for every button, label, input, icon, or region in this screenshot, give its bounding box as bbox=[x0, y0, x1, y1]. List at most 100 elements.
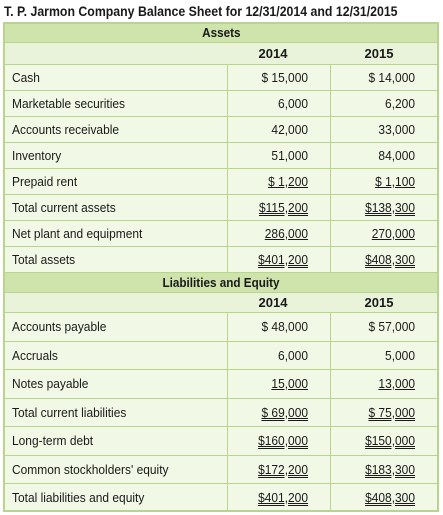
value-2014: 6,000 bbox=[234, 342, 308, 371]
table-row: Accounts payable $ 48,000 $ 57,000 bbox=[5, 312, 437, 342]
liabilities-year-2015: 2015 bbox=[364, 295, 394, 310]
table-row: Accounts receivable 42,000 33,000 bbox=[5, 116, 437, 143]
row-label: Inventory bbox=[12, 143, 61, 169]
value-2014-text: $ 69,000 bbox=[261, 404, 308, 420]
value-2014-text: $172,200 bbox=[258, 461, 308, 477]
row-label-text: Total assets bbox=[12, 252, 76, 267]
assets-year-2015: 2015 bbox=[364, 46, 394, 61]
assets-year-2014: 2014 bbox=[258, 46, 288, 61]
table-row: Cash $ 15,000 $ 14,000 bbox=[5, 64, 437, 91]
assets-header: Assets bbox=[5, 24, 437, 42]
row-label-text: Marketable securities bbox=[12, 96, 126, 111]
row-label-text: Cash bbox=[12, 70, 40, 85]
value-2014-text: 51,000 bbox=[271, 148, 308, 163]
value-2015: 33,000 bbox=[338, 117, 415, 143]
value-2014: $172,200 bbox=[234, 456, 308, 485]
value-2015: $ 1,100 bbox=[338, 169, 415, 195]
value-2014: 286,000 bbox=[234, 221, 308, 247]
table-row: Total liabilities and equity $401,200 $408… bbox=[5, 483, 437, 513]
value-2015-text: 6,200 bbox=[385, 96, 415, 111]
value-2015: 270,000 bbox=[338, 221, 415, 247]
table-row: Prepaid rent $ 1,200 $ 1,100 bbox=[5, 168, 437, 195]
liabilities-year-row: 2014 2015 bbox=[5, 292, 437, 313]
value-2014: $ 69,000 bbox=[234, 399, 308, 428]
row-label: Accounts payable bbox=[12, 313, 106, 342]
value-2014-text: 6,000 bbox=[278, 347, 308, 363]
value-2015-text: 84,000 bbox=[378, 148, 415, 163]
table-row: Common stockholders' equity $172,200 $183,… bbox=[5, 454, 437, 485]
table-row: Total current liabilities $ 69,000 $ 75,00… bbox=[5, 397, 437, 428]
table-row: Notes payable 15,000 13,000 bbox=[5, 369, 437, 399]
row-label-text: Total liabilities and equity bbox=[12, 490, 145, 505]
value-2015: $ 14,000 bbox=[338, 65, 415, 91]
value-2014: 15,000 bbox=[234, 370, 308, 399]
value-2015-text: $150,000 bbox=[365, 433, 415, 448]
value-2014: $ 1,200 bbox=[234, 169, 308, 195]
value-2014-text: 286,000 bbox=[264, 226, 308, 241]
value-2014-text: 42,000 bbox=[271, 122, 308, 137]
row-label-text: Common stockholders' equity bbox=[12, 461, 169, 477]
row-label: Accruals bbox=[12, 342, 58, 371]
row-label: Total assets bbox=[12, 247, 75, 273]
value-2014: $160,000 bbox=[234, 427, 308, 456]
table-row: Total current assets $115,200 $138,300 bbox=[5, 194, 437, 221]
row-label-text: Accruals bbox=[12, 347, 58, 363]
liabilities-year-2014: 2014 bbox=[258, 295, 288, 310]
assets-header-label: Assets bbox=[201, 25, 241, 40]
row-label-text: Accounts receivable bbox=[12, 122, 120, 137]
row-label: Common stockholders' equity bbox=[12, 456, 169, 485]
value-2015-text: $ 14,000 bbox=[368, 70, 415, 85]
liabilities-header: Liabilities and Equity bbox=[5, 272, 437, 293]
value-2015: 84,000 bbox=[338, 143, 415, 169]
value-2015: 6,200 bbox=[338, 91, 415, 117]
value-2014: $ 15,000 bbox=[234, 65, 308, 91]
row-label: Prepaid rent bbox=[12, 169, 77, 195]
value-2014-text: $ 15,000 bbox=[261, 70, 308, 85]
value-2014-text: $401,200 bbox=[258, 252, 308, 267]
row-label-text: Total current liabilities bbox=[12, 404, 127, 420]
value-2014: $401,200 bbox=[234, 247, 308, 273]
row-label-text: Notes payable bbox=[12, 376, 89, 391]
value-2014-text: $ 1,200 bbox=[268, 174, 308, 189]
assets-year-row: 2014 2015 bbox=[5, 42, 437, 65]
row-label-text: Accounts payable bbox=[12, 319, 107, 334]
row-label-text: Prepaid rent bbox=[12, 174, 78, 189]
value-2014-text: $ 48,000 bbox=[261, 319, 308, 334]
value-2015-text: $408,300 bbox=[365, 490, 415, 505]
value-2014: 42,000 bbox=[234, 117, 308, 143]
value-2014: $115,200 bbox=[234, 195, 308, 221]
value-2015-text: $ 75,000 bbox=[368, 404, 415, 420]
row-label-text: Long-term debt bbox=[12, 433, 94, 448]
table-row: Long-term debt $160,000 $150,000 bbox=[5, 426, 437, 456]
value-2015-text: $408,300 bbox=[365, 252, 415, 267]
value-2014-text: 6,000 bbox=[278, 96, 308, 111]
row-label: Notes payable bbox=[12, 370, 88, 399]
row-label: Total current liabilities bbox=[12, 399, 126, 428]
value-2014-text: $160,000 bbox=[258, 433, 308, 448]
value-2014-text: $401,200 bbox=[258, 490, 308, 505]
page-title: T. P. Jarmon Company Balance Sheet for 1… bbox=[4, 3, 398, 19]
value-2014: $401,200 bbox=[234, 484, 308, 513]
balance-sheet-table: Assets 2014 2015 Cash $ 15,000 $ 14,000 Mar… bbox=[3, 22, 439, 512]
value-2015-text: 5,000 bbox=[385, 347, 415, 363]
value-2015: $ 57,000 bbox=[338, 313, 415, 342]
row-label: Total liabilities and equity bbox=[12, 484, 144, 513]
table-row: Inventory 51,000 84,000 bbox=[5, 142, 437, 169]
row-label-text: Net plant and equipment bbox=[12, 226, 143, 241]
value-2014-text: 15,000 bbox=[271, 376, 308, 391]
value-2015: 5,000 bbox=[338, 342, 415, 371]
value-2014: 51,000 bbox=[234, 143, 308, 169]
table-row: Marketable securities 6,000 6,200 bbox=[5, 90, 437, 117]
value-2015-text: $ 57,000 bbox=[368, 319, 415, 334]
row-label: Total current assets bbox=[12, 195, 116, 221]
value-2015: 13,000 bbox=[338, 370, 415, 399]
value-2015: $408,300 bbox=[338, 484, 415, 513]
value-2015-text: $183,300 bbox=[365, 461, 415, 477]
row-label: Cash bbox=[12, 65, 40, 91]
value-2015-text: $138,300 bbox=[365, 200, 415, 215]
column-divider bbox=[227, 312, 228, 512]
value-2014: $ 48,000 bbox=[234, 313, 308, 342]
row-label: Net plant and equipment bbox=[12, 221, 142, 247]
row-label-text: Inventory bbox=[12, 148, 62, 163]
table-row: Accruals 6,000 5,000 bbox=[5, 340, 437, 371]
